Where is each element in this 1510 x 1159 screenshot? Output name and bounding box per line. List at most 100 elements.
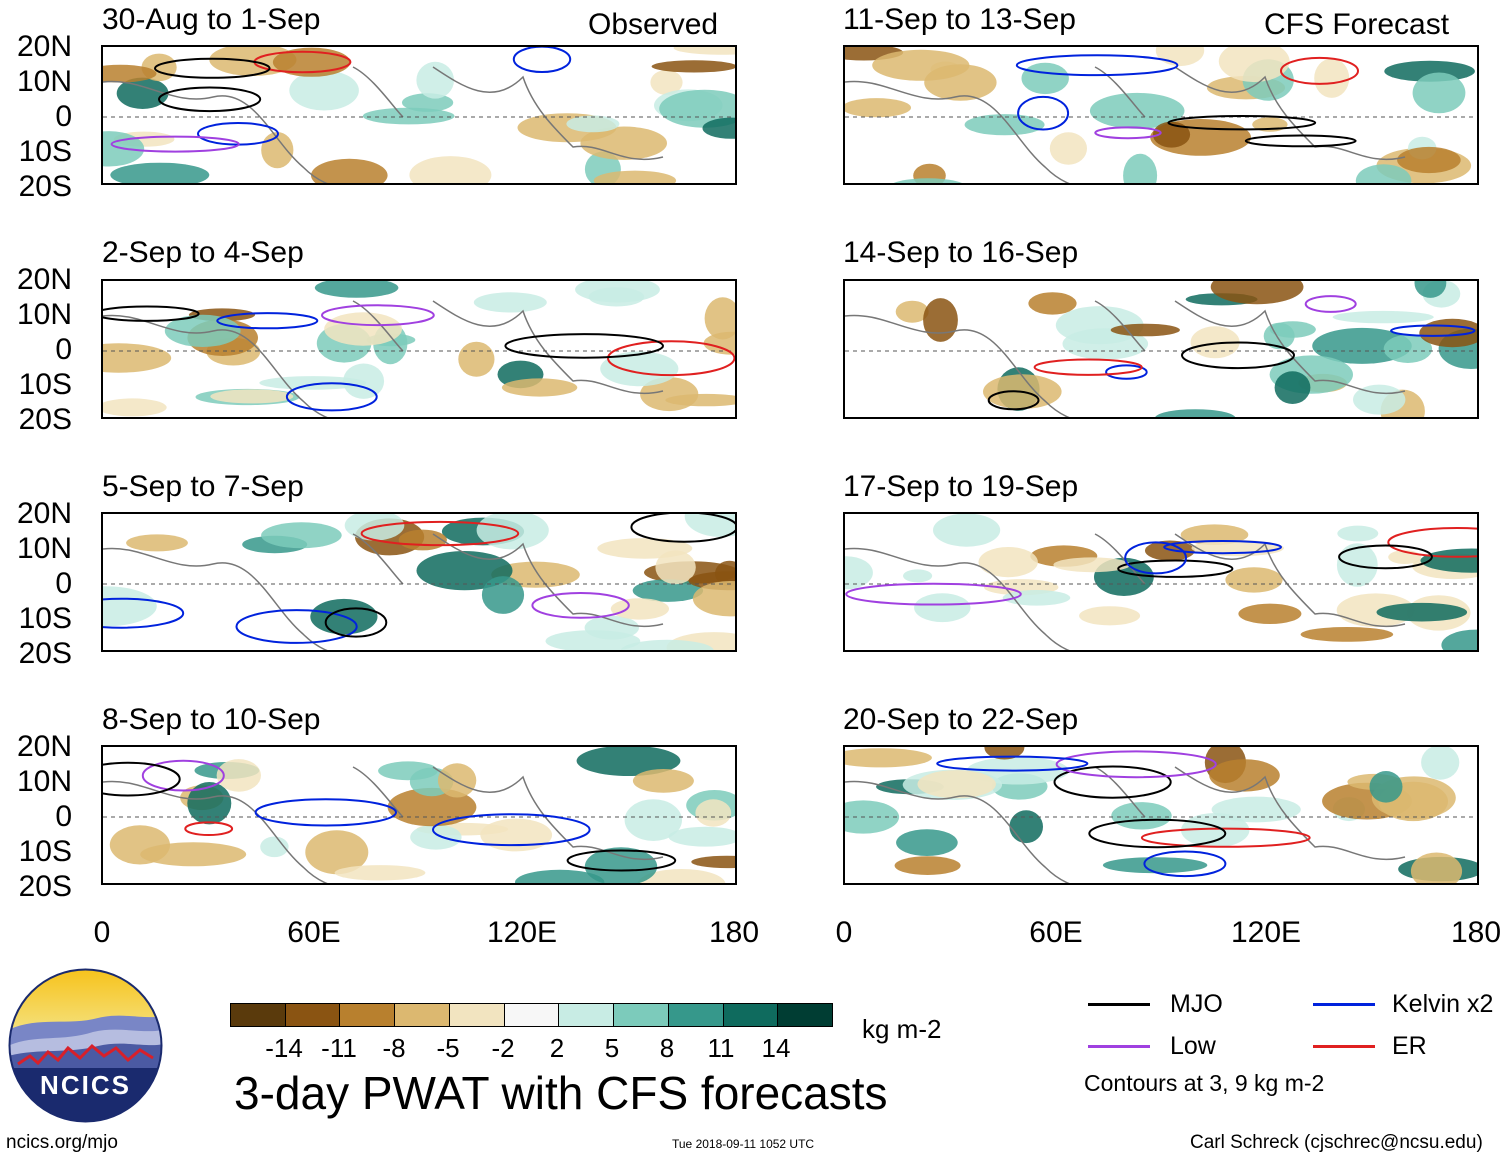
legend-label-low: Low bbox=[1170, 1032, 1216, 1060]
wave-contour bbox=[158, 86, 262, 113]
colorbar-tick: 5 bbox=[604, 1033, 620, 1063]
legend-label-mjo: MJO bbox=[1170, 990, 1223, 1018]
footer-credit: Carl Schreck (cjschrec@ncsu.edu) bbox=[1190, 1132, 1483, 1153]
panel-title-right-3: 17-Sep to 19-Sep bbox=[843, 470, 1079, 503]
pwat-anomaly bbox=[216, 759, 261, 792]
colorbar-box bbox=[667, 1003, 724, 1027]
pwat-anomaly bbox=[1155, 47, 1205, 67]
colorbar-boxes bbox=[230, 1003, 833, 1027]
pwat-anomaly bbox=[409, 156, 492, 183]
pwat-anomaly bbox=[1123, 153, 1158, 183]
lat-label: 10N bbox=[16, 65, 72, 98]
wave-contour bbox=[235, 609, 358, 644]
pwat-anomaly bbox=[917, 770, 996, 799]
pwat-anomaly bbox=[584, 847, 658, 883]
coastline bbox=[845, 533, 1406, 650]
wave-contour bbox=[1055, 750, 1217, 779]
map-panel-left-2 bbox=[101, 279, 737, 419]
colorbar-tick: -11 bbox=[321, 1033, 357, 1063]
colorbar-tick: 14 bbox=[761, 1033, 791, 1063]
pwat-anomaly bbox=[691, 855, 735, 869]
pwat-anomaly bbox=[894, 856, 961, 875]
colorbar-box bbox=[448, 1003, 505, 1027]
colorbar-tick: -2 bbox=[491, 1033, 515, 1063]
wave-contour bbox=[321, 304, 435, 327]
pwat-anomaly bbox=[576, 747, 681, 776]
pwat-anomaly bbox=[1397, 146, 1461, 174]
pwat-anomaly bbox=[1062, 328, 1149, 360]
pwat-anomaly bbox=[410, 824, 462, 850]
pwat-anomaly bbox=[1376, 602, 1468, 622]
colorbar-box bbox=[284, 1003, 341, 1027]
pwat-field bbox=[845, 747, 1477, 883]
pwat-anomaly bbox=[1079, 606, 1141, 626]
pwat-anomaly bbox=[1238, 603, 1302, 624]
lat-label: 20N bbox=[16, 263, 72, 296]
lat-label: 10S bbox=[18, 135, 72, 168]
lat-label: 0 bbox=[55, 800, 72, 833]
pwat-anomaly bbox=[913, 163, 946, 183]
coastline bbox=[103, 533, 664, 650]
pwat-anomaly bbox=[600, 351, 679, 387]
logo-text: NCICS bbox=[40, 1070, 131, 1100]
wave-contour bbox=[504, 333, 665, 359]
pwat-anomaly bbox=[261, 522, 342, 549]
wave-contour bbox=[1105, 364, 1148, 380]
lat-label: 10S bbox=[18, 835, 72, 868]
pwat-anomaly bbox=[845, 98, 911, 118]
lon-label: 120E bbox=[1230, 916, 1302, 949]
pwat-anomaly bbox=[964, 114, 1045, 136]
pwat-anomaly bbox=[637, 869, 726, 883]
lat-label: 20S bbox=[18, 403, 72, 436]
lon-label: 60E bbox=[1029, 916, 1083, 949]
pwat-anomaly bbox=[476, 514, 549, 550]
pwat-field bbox=[103, 281, 735, 417]
map-panel-left-3 bbox=[101, 512, 737, 652]
pwat-anomaly bbox=[650, 69, 683, 95]
pwat-anomaly bbox=[1410, 852, 1463, 883]
pwat-field bbox=[103, 514, 735, 650]
ncics-logo: NCICS bbox=[8, 968, 163, 1123]
map-panel-left-4 bbox=[101, 745, 737, 885]
lat-label: 20S bbox=[18, 870, 72, 903]
wave-contour bbox=[607, 340, 735, 377]
lat-label: 10S bbox=[18, 602, 72, 635]
colorbar-box bbox=[339, 1003, 396, 1027]
pwat-anomaly bbox=[362, 107, 455, 125]
pwat-anomaly bbox=[1421, 747, 1460, 780]
pwat-anomaly bbox=[1353, 384, 1406, 415]
pwat-anomaly bbox=[259, 376, 367, 390]
pwat-anomaly bbox=[695, 799, 732, 827]
wave-contour bbox=[110, 135, 240, 153]
legend-line-kelvin bbox=[1313, 1003, 1375, 1006]
legend-label-kelvin: Kelvin x2 bbox=[1392, 990, 1494, 1018]
pwat-anomaly bbox=[1021, 62, 1069, 95]
lat-label: 10N bbox=[16, 532, 72, 565]
pwat-anomaly bbox=[659, 89, 735, 128]
pwat-anomaly bbox=[480, 818, 553, 852]
legend-label-er: ER bbox=[1392, 1032, 1427, 1060]
lat-label: 20N bbox=[16, 730, 72, 763]
lat-label: 10N bbox=[16, 765, 72, 798]
wave-contour bbox=[512, 47, 572, 73]
pwat-anomaly bbox=[1190, 326, 1240, 359]
pwat-anomaly bbox=[893, 178, 962, 183]
pwat-field bbox=[845, 281, 1477, 417]
wave-contour bbox=[1163, 539, 1283, 555]
pwat-anomaly bbox=[1414, 281, 1447, 298]
wave-contour bbox=[141, 759, 225, 792]
pwat-anomaly bbox=[1049, 132, 1087, 165]
wave-contour bbox=[360, 520, 520, 547]
footer-url[interactable]: ncics.org/mjo bbox=[6, 1132, 118, 1153]
colorbar-unit: kg m-2 bbox=[862, 1014, 942, 1044]
panel-title-left-4: 8-Sep to 10-Sep bbox=[102, 703, 321, 736]
pwat-anomaly bbox=[103, 586, 157, 627]
pwat-field bbox=[103, 47, 735, 183]
pwat-anomaly bbox=[1152, 121, 1191, 148]
wave-contour bbox=[1124, 541, 1188, 575]
pwat-anomaly bbox=[655, 550, 696, 585]
pwat-anomaly bbox=[1355, 164, 1412, 183]
lon-label: 60E bbox=[287, 916, 341, 949]
colorbar-box bbox=[777, 1003, 833, 1027]
pwat-anomaly bbox=[845, 556, 873, 590]
